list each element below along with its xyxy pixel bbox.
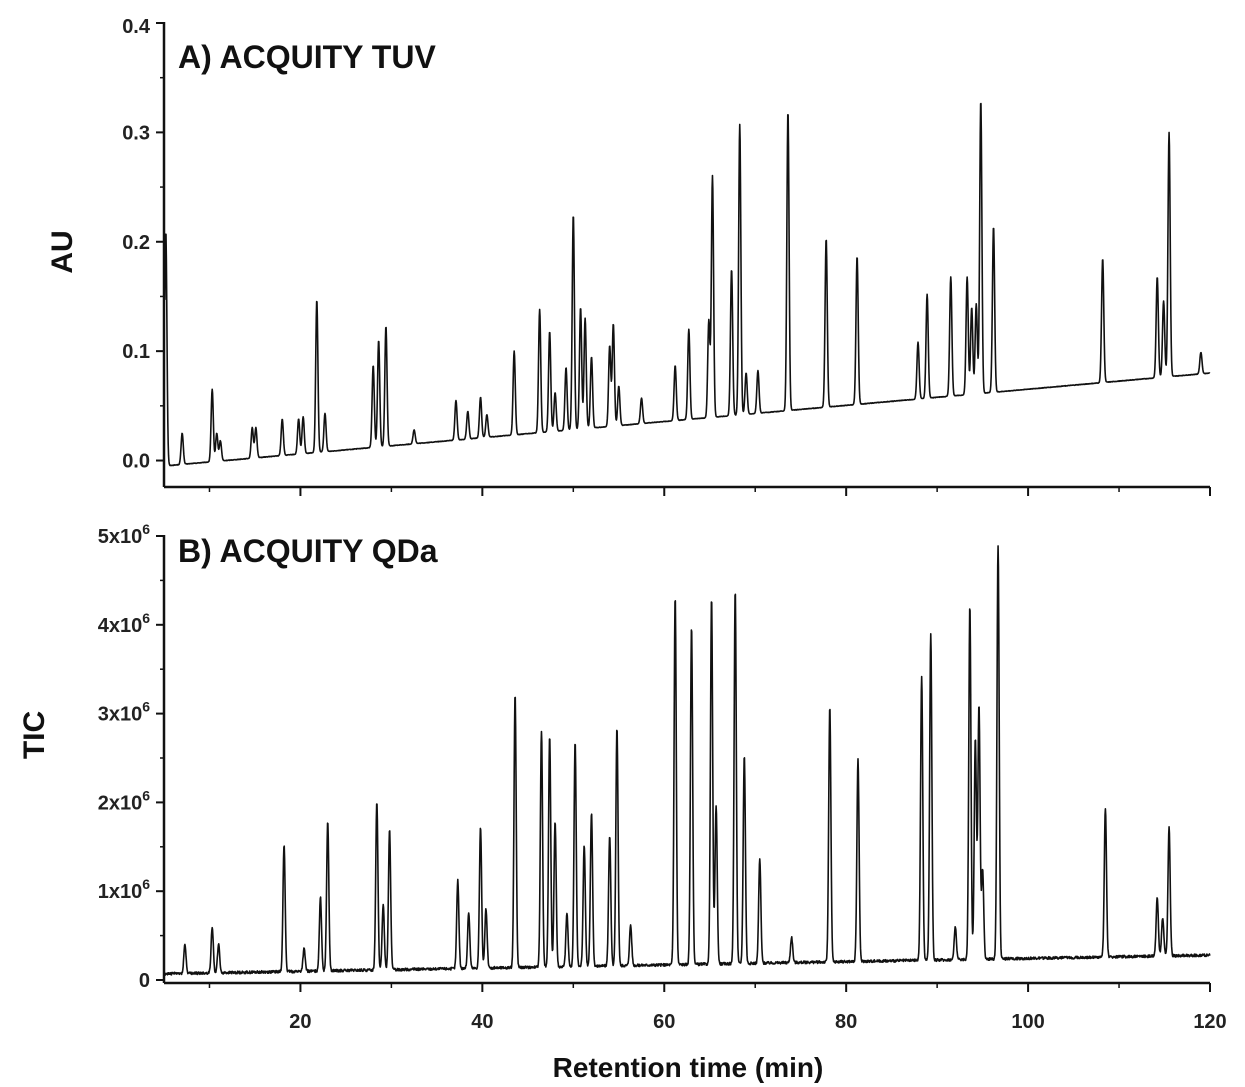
panel-a-y-tick-label: 0.0 — [122, 451, 150, 473]
x-axis-label: Retention time (min) — [553, 1052, 824, 1083]
x-tick-label: 120 — [1193, 1011, 1226, 1033]
panel-a-y-tick-label: 0.2 — [122, 232, 150, 254]
x-tick-label: 40 — [471, 1011, 493, 1033]
panel-b-y-tick-label: 3x106 — [98, 699, 151, 726]
x-tick-label: 100 — [1011, 1011, 1044, 1033]
x-tick-label: 60 — [653, 1011, 675, 1033]
panel-a-y-axis-label: AU — [46, 230, 79, 273]
panel-b-y-axis-label: TIC — [18, 711, 51, 759]
x-tick-label: 80 — [835, 1011, 857, 1033]
panel-a-y-tick-label: 0.1 — [122, 341, 150, 363]
x-tick-label: 20 — [289, 1011, 311, 1033]
panel-b-chromatogram-trace — [164, 545, 1211, 976]
panel-b-y-tick-label: 2x106 — [98, 787, 151, 814]
panel-a-y-tick-label: 0.4 — [122, 16, 151, 38]
panel-b-qda: B) ACQUITY QDa TIC 0 1x106 2x106 3x106 4x106… — [18, 521, 1227, 1033]
panel-a-y-tick-label: 0.3 — [122, 122, 150, 144]
panel-a-title: A) ACQUITY TUV — [178, 39, 436, 75]
panel-b-y-tick-label: 5x106 — [98, 521, 151, 548]
panel-b-title: B) ACQUITY QDa — [178, 533, 438, 569]
panel-a-chromatogram-trace — [164, 102, 1211, 467]
panel-b-y-tick-label: 1x106 — [98, 876, 151, 903]
panel-a-tuv: A) ACQUITY TUV AU 0.0 0.1 0.2 0.3 0.4 — [46, 16, 1211, 496]
panel-b-y-tick-label: 4x106 — [98, 610, 151, 637]
panel-b-y-tick-label: 0 — [139, 970, 150, 992]
